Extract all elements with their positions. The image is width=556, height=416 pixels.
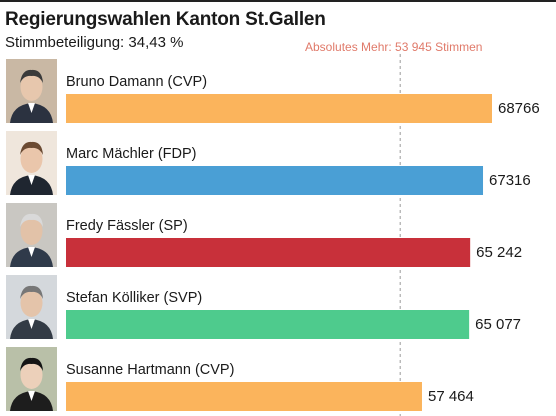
candidate-name: Susanne Hartmann (CVP) xyxy=(66,362,235,378)
candidate-name: Stefan Kölliker (SVP) xyxy=(66,290,203,306)
vote-value-label: 68766 xyxy=(498,100,540,117)
vote-value-label: 65 242 xyxy=(476,244,523,261)
vote-value-label: 65 077 xyxy=(475,316,522,333)
bar xyxy=(66,310,470,339)
candidate-photo xyxy=(6,59,57,123)
turnout-subtitle: Stimmbeteiligung: 34,43 % xyxy=(5,34,184,51)
candidate-photo xyxy=(6,131,57,195)
vote-value-label: 57 464 xyxy=(427,388,474,405)
bar xyxy=(66,166,484,195)
top-rule xyxy=(0,0,556,2)
bar xyxy=(66,238,471,267)
bar xyxy=(66,382,422,411)
candidate-name: Marc Mächler (FDP) xyxy=(66,146,197,162)
bar xyxy=(66,94,492,123)
candidate-photo xyxy=(6,347,57,411)
candidate-name: Bruno Damann (CVP) xyxy=(66,74,208,90)
chart-title: Regierungswahlen Kanton St.Gallen xyxy=(5,9,326,30)
majority-label: Absolutes Mehr: 53 945 Stimmen xyxy=(305,40,483,54)
vote-value-label: 67316 xyxy=(489,172,531,189)
candidate-photo xyxy=(6,203,57,267)
candidate-photo xyxy=(6,275,57,339)
candidate-name: Fredy Fässler (SP) xyxy=(66,218,188,234)
